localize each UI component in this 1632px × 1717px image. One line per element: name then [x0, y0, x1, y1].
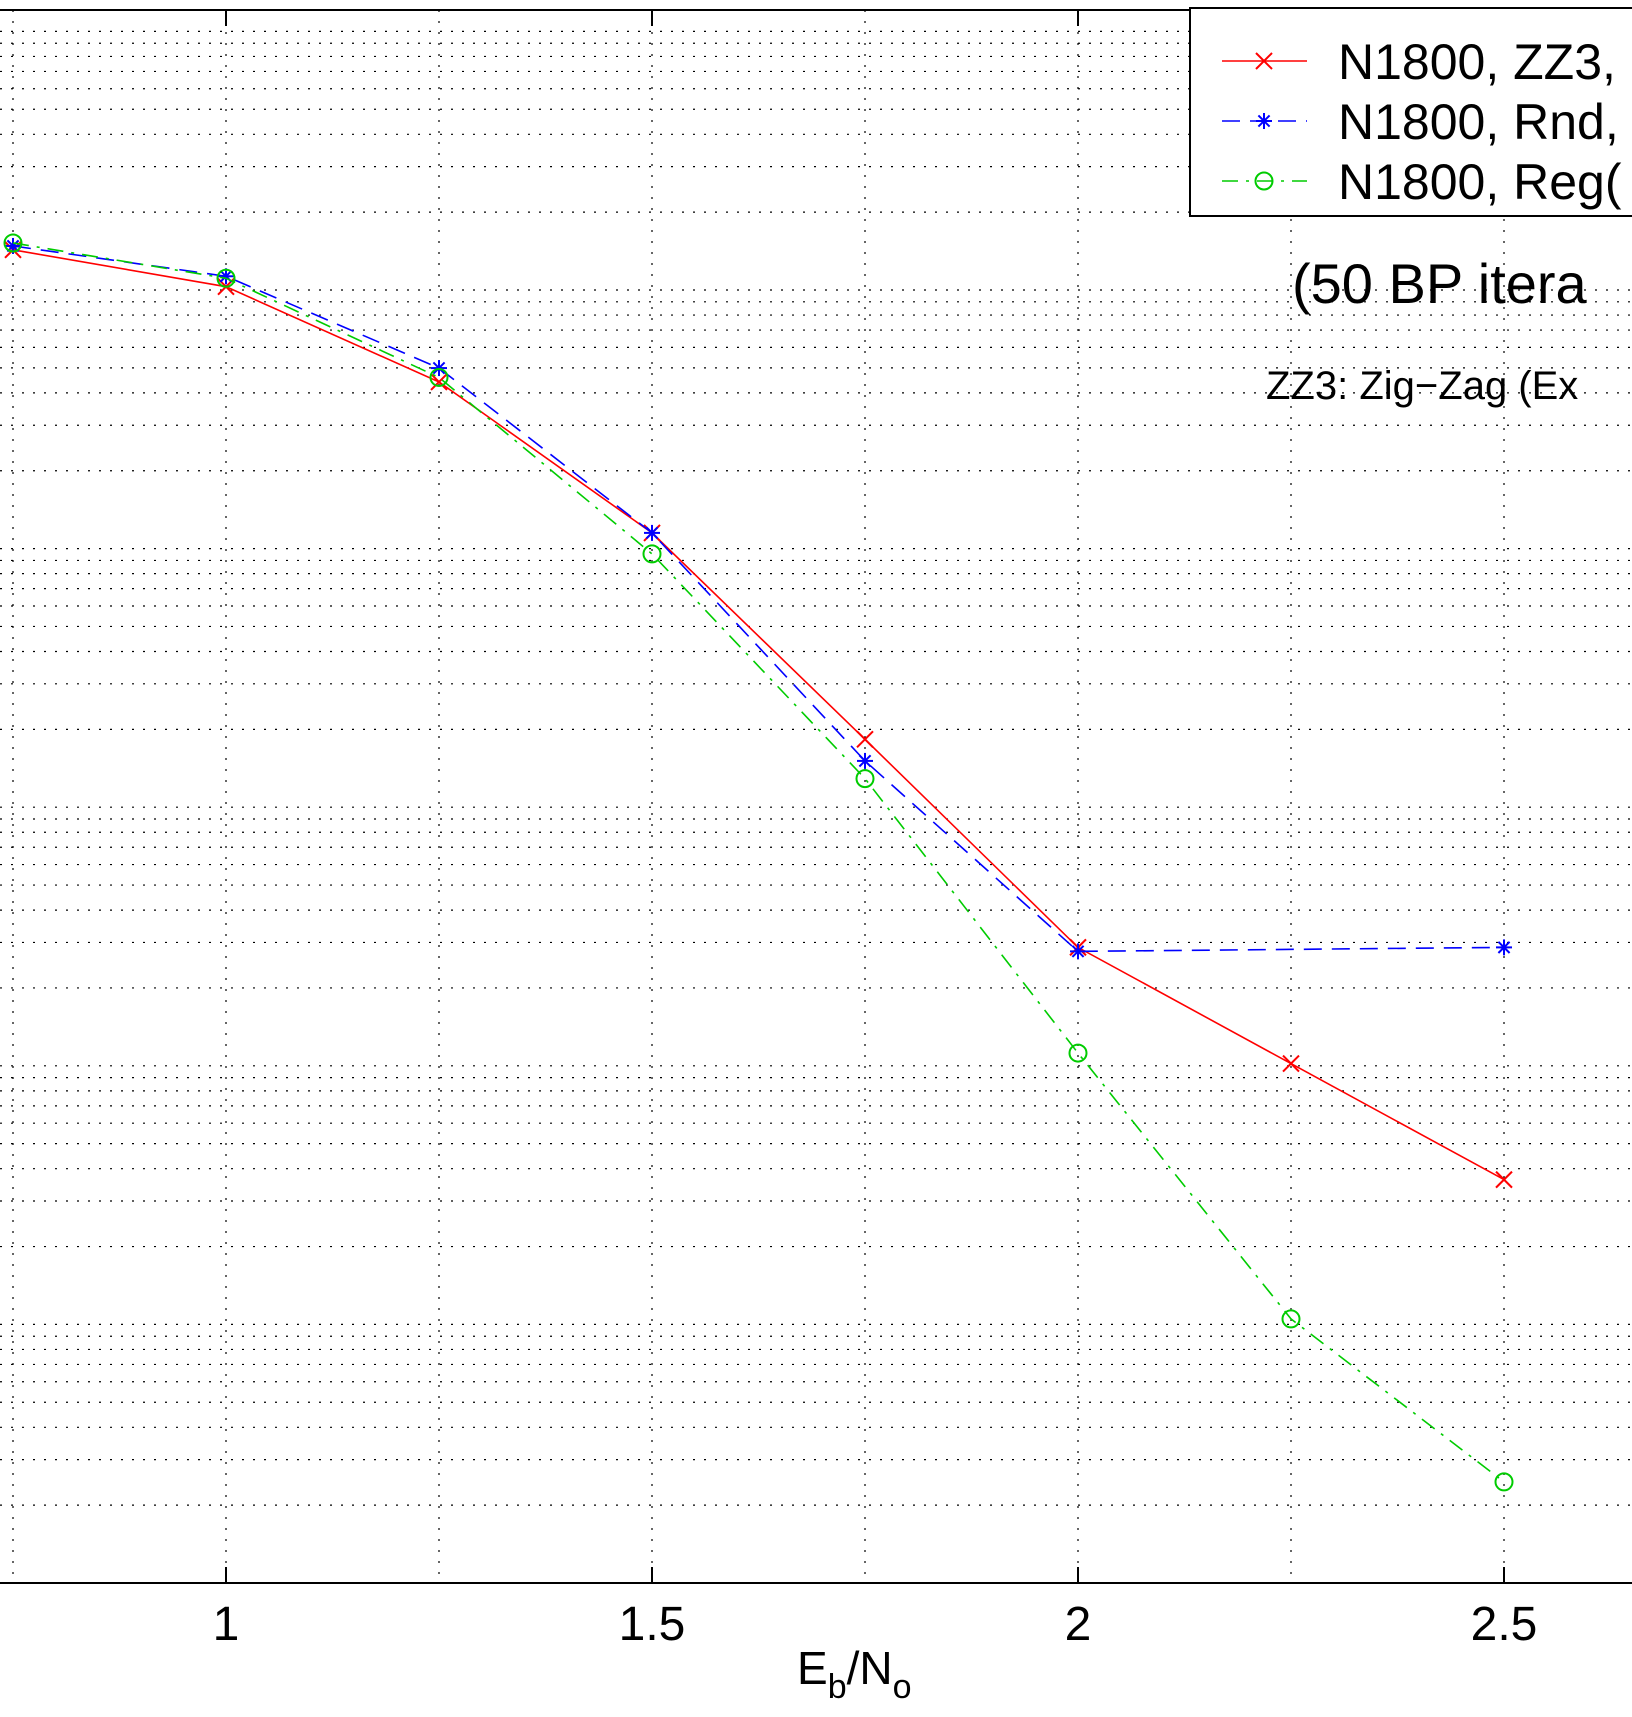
grid: [0, 10, 1632, 1583]
series-line: [13, 243, 1504, 1482]
x-axis-label-n: /N: [847, 1642, 893, 1694]
series-3: [5, 234, 1513, 1490]
data-point: [1070, 943, 1086, 959]
x-axis-label-sub-b: b: [828, 1668, 847, 1706]
annotation-iterations: (50 BP itera: [1292, 252, 1588, 315]
x-tick-label: 1.5: [619, 1598, 686, 1651]
data-point: [857, 753, 873, 769]
legend-label: N1800, Rnd,: [1338, 94, 1619, 150]
legend-label: N1800, ZZ3,: [1338, 34, 1616, 90]
x-tick-label: 1: [213, 1598, 240, 1651]
marker-circle: [644, 545, 661, 562]
legend: N1800, ZZ3,N1800, Rnd,N1800, Reg(: [1190, 8, 1632, 216]
data-point: [857, 770, 874, 787]
data-point: [1070, 1045, 1087, 1062]
data-point: [1496, 1473, 1513, 1490]
axes: [0, 10, 1632, 1583]
data-point: [1256, 113, 1272, 129]
x-axis-label-e: E: [797, 1642, 828, 1694]
x-tick-label: 2: [1065, 1598, 1092, 1651]
series-layer: [5, 234, 1513, 1490]
marker-circle: [857, 770, 874, 787]
annotation-zz3: ZZ3: Zig−Zag (Ex: [1266, 364, 1578, 408]
data-point: [644, 545, 661, 562]
marker-circle: [1070, 1045, 1087, 1062]
data-point: [1496, 939, 1512, 955]
x-axis-label-sub-o: o: [893, 1668, 912, 1706]
data-point: [1496, 1172, 1512, 1188]
series-2: [5, 238, 1512, 959]
data-point: [644, 525, 660, 541]
data-point: [1283, 1056, 1299, 1072]
data-point: [857, 731, 873, 747]
series-line: [13, 246, 1504, 951]
legend-label: N1800, Reg(: [1338, 154, 1622, 210]
x-tick-label: 2.5: [1471, 1598, 1538, 1651]
marker-circle: [1496, 1473, 1513, 1490]
x-axis-label: Eb/No: [797, 1642, 912, 1706]
